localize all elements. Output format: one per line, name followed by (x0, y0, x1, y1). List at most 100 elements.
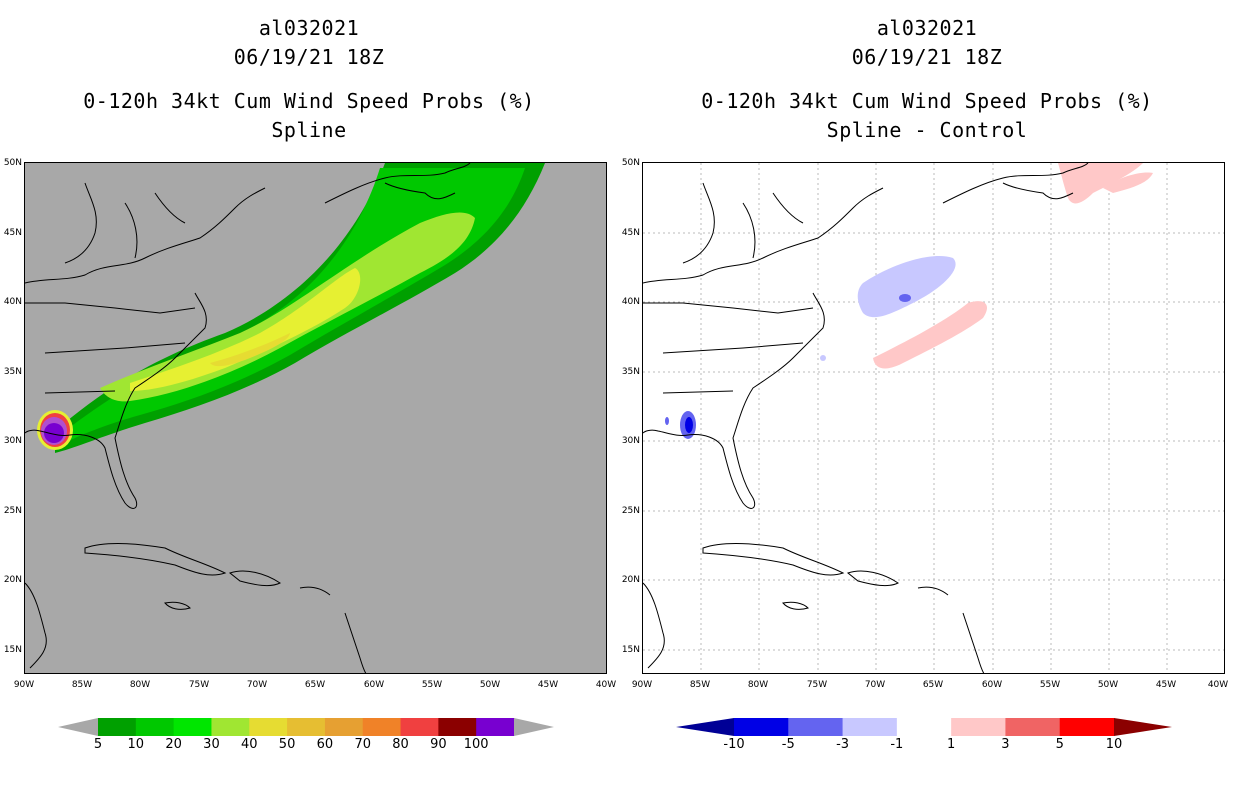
lat-label: 30N (3, 436, 22, 446)
lon-label: 60W (981, 680, 1003, 690)
colorbar-label: -1 (890, 737, 904, 752)
lon-label: 50W (479, 680, 501, 690)
colorbar-low-arrow (58, 718, 98, 736)
right-map (642, 162, 1225, 674)
colorbar-swatch (287, 718, 326, 736)
lat-label: 50N (621, 158, 640, 168)
colorbar-label: 50 (278, 737, 296, 752)
colorbar-swatch (1059, 718, 1115, 736)
lon-label: 80W (129, 680, 151, 690)
lat-label: 35N (3, 367, 22, 377)
lon-label: 70W (864, 680, 886, 690)
colorbar-low-arrow (676, 718, 734, 736)
coastlines (25, 163, 471, 673)
prob-blob-100 (44, 423, 64, 443)
colorbar-swatch (324, 718, 364, 736)
colorbar-label: 80 (392, 737, 409, 752)
colorbar-label: 10 (1105, 737, 1123, 752)
lon-label: 75W (806, 680, 828, 690)
colorbar-swatch (476, 718, 515, 736)
product-title: 0-120h 34kt Cum Wind Speed Probs (%) (701, 89, 1153, 113)
left-map (24, 162, 607, 674)
colorbar-label: 1 (947, 737, 956, 752)
colorbar-swatch (249, 718, 288, 736)
right-colorbar (676, 718, 1172, 736)
colorbar-swatch (211, 718, 250, 736)
lon-label: 80W (747, 680, 769, 690)
lat-label: 15N (621, 645, 640, 655)
diff-neg-core (899, 294, 911, 302)
lon-label: 65W (304, 680, 326, 690)
left-colorbar (58, 718, 554, 736)
diff-neg-gulf2 (665, 417, 669, 425)
lat-label: 20N (621, 575, 640, 585)
colorbar-label: -3 (836, 737, 850, 752)
prob-20 (100, 212, 475, 402)
lat-label: 50N (3, 158, 22, 168)
lon-label: 70W (246, 680, 268, 690)
method-label: Spline (271, 118, 347, 142)
gridlines (643, 163, 1224, 673)
colorbar-swatch (1005, 718, 1061, 736)
colorbar-label: -10 (723, 737, 745, 752)
lon-label: 90W (631, 680, 653, 690)
colorbar-label: 70 (354, 737, 371, 752)
lon-label: 40W (595, 680, 617, 690)
product-title: 0-120h 34kt Cum Wind Speed Probs (%) (83, 89, 535, 113)
colorbar-label: 30 (203, 737, 220, 752)
left-title-block: al032021 06/19/21 18Z 0-120h 34kt Cum Wi… (0, 14, 618, 145)
colorbar-label: 5 (1055, 737, 1064, 752)
colorbar-label: 40 (240, 737, 258, 752)
lon-label: 55W (1039, 680, 1061, 690)
diff-neg-region (857, 255, 956, 318)
colorbar-swatch (135, 718, 175, 736)
colorbar-label: 10 (127, 737, 145, 752)
lat-label: 45N (621, 228, 640, 238)
diff-pos-top (1058, 163, 1143, 204)
storm-id: al032021 (876, 16, 978, 40)
lat-label: 30N (621, 436, 640, 446)
lat-label: 15N (3, 645, 22, 655)
colorbar-swatch (362, 718, 402, 736)
diff-neg-small (820, 355, 826, 361)
lon-label: 90W (13, 680, 35, 690)
right-map-svg (643, 163, 1224, 673)
lat-label: 40N (621, 297, 640, 307)
lon-label: 65W (922, 680, 944, 690)
colorbar-swatch (734, 718, 789, 736)
diff-neg-gulf-core (685, 417, 693, 433)
colorbar-label: 90 (430, 737, 447, 752)
lon-label: 45W (1155, 680, 1177, 690)
datetime: 06/19/21 18Z (851, 45, 1003, 69)
colorbar-swatch (842, 718, 898, 736)
lon-label: 85W (71, 680, 93, 690)
lon-label: 60W (363, 680, 385, 690)
colorbar-swatch (173, 718, 212, 736)
colorbar-label: 100 (463, 737, 489, 752)
right-panel: al032021 06/19/21 18Z 0-120h 34kt Cum Wi… (618, 0, 1236, 800)
lat-label: 45N (3, 228, 22, 238)
colorbar-label: 5 (93, 737, 103, 752)
lat-label: 40N (3, 297, 22, 307)
lon-label: 55W (421, 680, 443, 690)
method-label: Spline - Control (826, 118, 1028, 142)
colorbar-label: -5 (781, 737, 795, 752)
colorbar-swatch (98, 718, 137, 736)
left-panel: al032021 06/19/21 18Z 0-120h 34kt Cum Wi… (0, 14, 618, 752)
colorbar-swatch (896, 718, 952, 736)
lat-label: 25N (621, 506, 640, 516)
diff-pos-region (873, 301, 988, 369)
colorbar-swatch (788, 718, 844, 736)
diff-pos-top2 (1103, 172, 1153, 193)
left-map-svg (25, 163, 545, 673)
lon-label: 45W (537, 680, 559, 690)
lon-label: 85W (689, 680, 711, 690)
lat-label: 25N (3, 506, 22, 516)
storm-id: al032021 (258, 16, 360, 40)
datetime: 06/19/21 18Z (233, 45, 385, 69)
colorbar-high-arrow (514, 718, 554, 736)
lon-label: 75W (188, 680, 210, 690)
lat-label: 35N (621, 367, 640, 377)
lon-label: 50W (1097, 680, 1119, 690)
lat-label: 20N (3, 575, 22, 585)
